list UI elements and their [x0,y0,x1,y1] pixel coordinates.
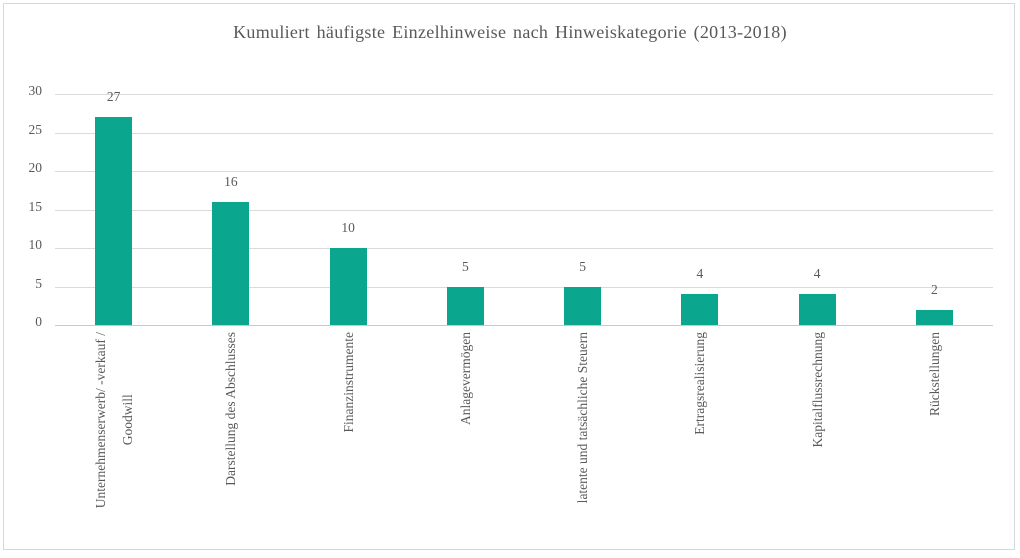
bar-slot-6: 4 [759,94,876,325]
category-label-0: Unternehmenserwerb/ -verkauf / Goodwill [92,332,135,509]
category-slot-5: Ertragsrealisierung [641,332,758,435]
bar-3: 5 [446,259,484,325]
gridline-5 [55,286,993,288]
gridline-10 [55,248,993,250]
gridline-20 [55,171,993,173]
y-tick-label-25: 25 [28,121,43,137]
bar-0: 27 [95,90,133,325]
category-slot-3: Anlagevermögen [407,332,524,425]
bar-1: 16 [212,175,250,325]
category-slot-1: Darstellung des Abschlusses [172,332,289,486]
category-label-4: latente und tatsächliche Steuern [575,332,591,504]
bar-slot-5: 4 [641,94,758,325]
bar-value-label-2: 10 [341,220,355,236]
category-slot-6: Kapitalflussrechnung [759,332,876,447]
bar-value-label-1: 16 [224,173,238,189]
bar-2: 10 [329,221,367,325]
category-slot-0: Unternehmenserwerb/ -verkauf / Goodwill [55,332,172,508]
bar-5: 4 [681,267,719,325]
bar-slot-1: 16 [172,94,289,325]
y-tick-label-5: 5 [35,275,42,291]
bar-value-label-7: 2 [931,281,938,297]
category-label-5: Ertragsrealisierung [692,332,708,435]
y-tick-label-15: 15 [28,198,43,214]
bar-slot-3: 5 [407,94,524,325]
bar-slot-0: 27 [55,90,172,325]
bar-value-label-4: 5 [579,258,586,274]
bar-6: 4 [798,267,836,325]
bars-row: 27 16 10 5 5 4 4 2 [55,90,993,325]
category-label-2: Finanzinstrumente [340,332,356,433]
category-label-6: Kapitalflussrechnung [809,332,825,448]
bar-value-label-5: 4 [696,266,704,282]
bar-value-label-0: 27 [106,89,121,105]
category-label-1: Darstellung des Abschlusses [223,332,239,486]
chart-title: Kumuliert häufigste Einzelhinweise nach … [233,22,787,42]
gridline-15 [55,209,993,211]
category-slot-7: Rückstellungen [876,332,993,416]
bar-slot-7: 2 [876,94,993,325]
gridline-25 [55,132,993,134]
category-slot-4: latente und tatsächliche Steuern [524,332,641,503]
bar-slot-4: 5 [524,94,641,325]
category-slot-2: Finanzinstrumente [290,332,407,432]
bar-4: 5 [564,259,602,325]
y-tick-label-20: 20 [28,160,43,176]
bar-value-label-3: 5 [462,258,469,274]
y-tick-label-10: 10 [28,237,43,253]
y-axis: 0 5 10 15 20 25 30 [0,83,43,329]
x-axis-labels: Unternehmenserwerb/ -verkauf / Goodwill D… [55,332,993,542]
category-label-7: Rückstellungen [926,332,942,416]
y-tick-label-30: 30 [28,83,43,98]
category-label-3: Anlagevermögen [457,332,473,425]
bar-slot-2: 10 [290,94,407,325]
bar-value-label-6: 4 [813,266,821,282]
bar-7: 2 [915,282,953,325]
plot-area: 27 16 10 5 5 4 4 2 [55,90,993,326]
y-tick-label-0: 0 [35,314,42,329]
gridline-30 [55,94,993,95]
